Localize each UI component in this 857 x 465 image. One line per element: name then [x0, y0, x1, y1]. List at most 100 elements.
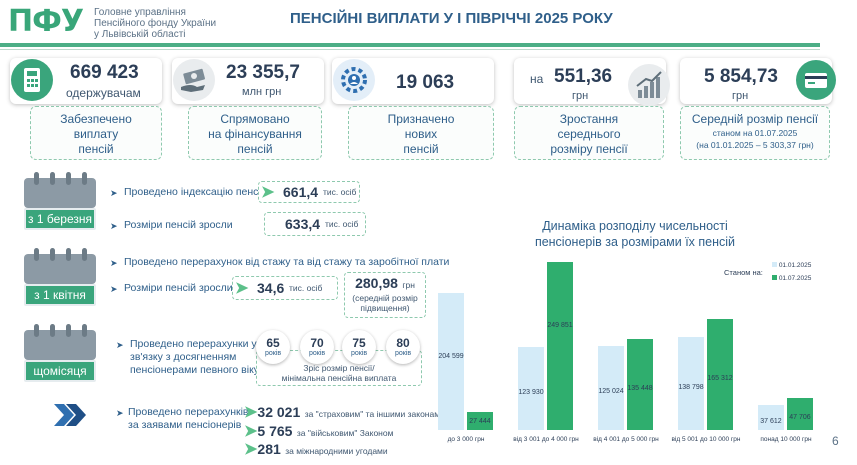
calendar-ring [50, 172, 55, 185]
bar-chart: 204 599 27 444 до 3 000 грн 123 930 249 851 в… [430, 260, 830, 460]
requests-value: 32 021 [257, 404, 301, 420]
march-unit1: тис. осіб [323, 187, 357, 197]
check-arrow-icon: ➤ [244, 404, 258, 421]
desc-line: виплату [73, 127, 119, 141]
card-average-desc: Середній розмір пенсії станом на 01.07.2… [680, 106, 830, 160]
april-value: 34,6 [257, 280, 285, 296]
desc-line: Призначено [387, 112, 455, 126]
march-value2: 633,4 [285, 216, 321, 232]
card-financing-value: 23 355,7 [226, 62, 300, 83]
april-line2: Розміри пенсій зросли [124, 282, 233, 294]
bar-value-label: 125 024 [598, 388, 624, 395]
requests-label: за міжнародними угодами [285, 446, 388, 456]
calendar-ring [66, 172, 71, 185]
desc-line: середнього [557, 127, 621, 141]
march-unit2: тис. осіб [325, 219, 359, 229]
bullet-arrow: ➤ [110, 258, 118, 268]
card-growth-desc: Зростання середнього розміру пенсії [514, 106, 664, 160]
chart-bar [438, 293, 464, 430]
april-extra-box: 280,98 грн (середній розмір підвищення) [344, 272, 426, 318]
age-75-badge: 75 років [342, 330, 376, 364]
card-growth-unit: грн [572, 90, 589, 102]
org-line: у Львівській області [94, 29, 186, 40]
requests-text: Проведено перерахунків за заявами пенсіо… [128, 406, 249, 432]
category-label: від 3 001 до 4 000 грн [513, 436, 579, 443]
card-average-value: 5 854,73 [704, 66, 778, 87]
legend-label: 01.07.2025 [778, 275, 812, 282]
check-arrow-icon: ➤ [244, 441, 258, 458]
age-num: 75 [352, 336, 366, 350]
age-unit: років [264, 350, 282, 357]
desc-line: Зростання [559, 112, 619, 126]
monthly-text-line: пенсіонерами певного віку [130, 364, 260, 376]
chart-title: Динаміка розподілу чисельності пенсіонер… [534, 219, 736, 249]
requests-label: за "страховим" та іншими законами [304, 409, 445, 419]
age-num: 65 [266, 336, 280, 350]
march-value1: 661,4 [283, 184, 319, 200]
age-num: 80 [396, 336, 410, 350]
march-value1-box: ➤ 661,4 тис. осіб [258, 181, 360, 203]
legend: 01.01.2025 01.07.2025 [772, 262, 811, 282]
card-financing-unit: млн грн [242, 86, 282, 98]
calendar-icon-march: з 1 березня [24, 172, 96, 232]
card-average-unit: грн [732, 90, 749, 102]
monthly-text-line: зв'язку з досягненням [130, 351, 237, 363]
wallet-card-icon [796, 60, 836, 100]
card-recipients-unit: одержувачам [66, 86, 141, 100]
requests-text-line: Проведено перерахунків [128, 406, 249, 418]
bar-value-label: 123 930 [518, 388, 544, 396]
requests-label: за "військовим" Законом [296, 428, 394, 438]
desc-line: розміру пенсії [550, 142, 628, 156]
card-new-pensions-value: 19 063 [396, 72, 455, 93]
calendar-ring [50, 248, 55, 261]
category-label: до 3 000 грн [447, 436, 485, 443]
age-70-badge: 70 років [300, 330, 334, 364]
growth-chart-icon [628, 64, 670, 106]
chart-bar [467, 412, 493, 430]
chart-bar [627, 339, 653, 430]
requests-item-1: ➤32 021 за "страховим" та іншими законам… [244, 402, 445, 422]
bar-value-label: 249 851 [547, 322, 573, 329]
chart-bar [598, 346, 624, 430]
monthly-text-line: Проведено перерахунки у [130, 338, 257, 350]
march-line2: Розміри пенсій зросли [124, 219, 233, 231]
bullet-arrow: ➤ [110, 188, 118, 198]
april-extra-note: підвищення) [360, 303, 410, 313]
requests-item-3: ➤281 за міжнародними угодами [244, 439, 388, 459]
desc-line: пенсій [237, 142, 273, 156]
april-value-box: ➤ 34,6 тис. осіб [232, 276, 338, 300]
bar-value-label: 204 599 [438, 353, 464, 360]
calendar-icon-april: з 1 квітня [24, 248, 96, 308]
ages-note: Зріс розмір пенсії/ [303, 363, 375, 373]
card-recipients-value: 669 423 [70, 62, 139, 83]
desc-line: Середній розмір пенсії [691, 112, 819, 126]
chart-bar [518, 347, 544, 430]
monthly-text: Проведено перерахунки у зв'язку з досягн… [130, 338, 259, 377]
header-divider [0, 43, 820, 47]
card-growth-prefix: на [530, 72, 544, 86]
age-unit: років [394, 350, 412, 357]
legend-title: Станом на: [724, 268, 763, 277]
chart-bar [678, 337, 704, 430]
calendar-ring [82, 172, 87, 185]
requests-value: 281 [257, 441, 281, 457]
bar-value-label: 138 798 [678, 383, 704, 391]
header-divider-thin [0, 49, 820, 50]
bar-value-label: 165 312 [707, 374, 733, 382]
bullet-arrow: ➤ [110, 221, 118, 231]
age-unit: років [308, 350, 326, 357]
calendar-ring [34, 248, 39, 261]
page-title: ПЕНСІЙНІ ВИПЛАТИ У І ПІВРІЧЧІ 2025 РОКУ [290, 10, 613, 27]
april-extra-value: 280,98 [355, 275, 398, 291]
desc-line: Спрямовано [220, 112, 290, 126]
legend-swatch [772, 275, 777, 280]
desc-small-line: станом на 01.07.2025 [712, 128, 798, 138]
pfu-logo: ПФУ [8, 4, 84, 39]
bullet-arrow: ➤ [110, 284, 118, 294]
check-arrow-icon: ➤ [244, 423, 258, 440]
bar-value-label: 135 448 [627, 384, 653, 392]
check-arrow-icon: ➤ [261, 184, 275, 201]
chart-bar [547, 262, 573, 430]
desc-line: пенсій [403, 142, 439, 156]
desc-line: пенсій [78, 142, 114, 156]
